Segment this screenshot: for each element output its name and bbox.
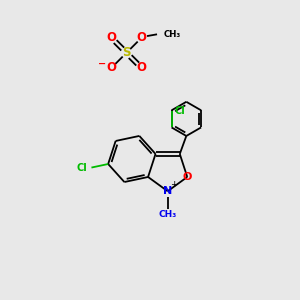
Text: O: O: [183, 172, 192, 182]
Text: O: O: [136, 31, 146, 44]
Text: N: N: [163, 186, 172, 196]
Text: O: O: [106, 61, 116, 74]
Text: Cl: Cl: [76, 163, 87, 172]
Text: CH₃: CH₃: [164, 30, 181, 39]
Text: +: +: [170, 180, 178, 189]
Text: Cl: Cl: [174, 106, 185, 116]
Text: −: −: [98, 59, 106, 69]
Text: CH₃: CH₃: [158, 210, 177, 219]
Text: S: S: [122, 46, 131, 59]
Text: O: O: [136, 61, 146, 74]
Text: O: O: [106, 31, 116, 44]
